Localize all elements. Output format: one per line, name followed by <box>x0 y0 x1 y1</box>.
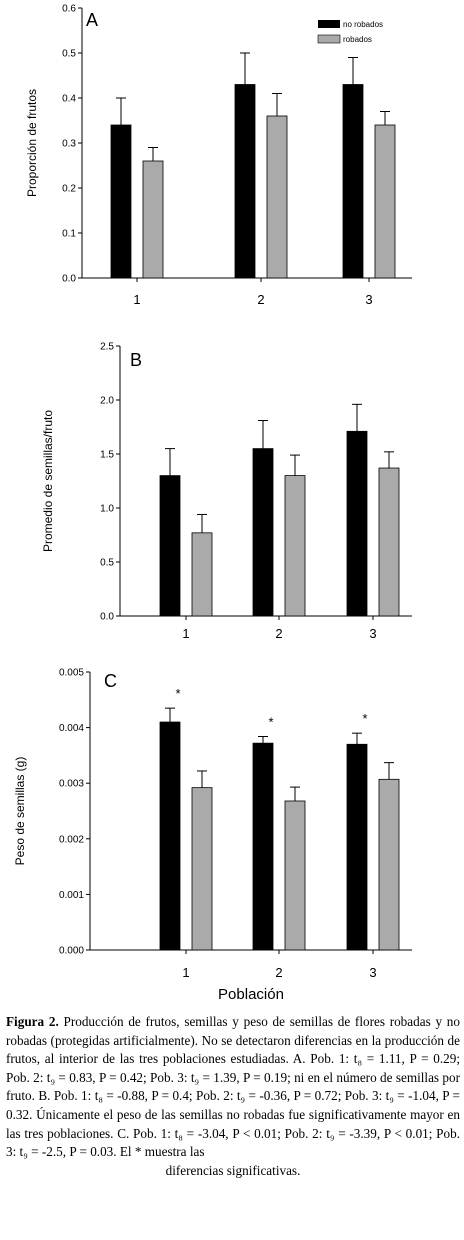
y-axis-label: Proporción de frutos <box>25 89 39 197</box>
bar-robados <box>266 115 288 279</box>
significance-star: * <box>362 711 367 726</box>
caption-figure-label: Figura 2. <box>6 1014 59 1029</box>
significance-star: * <box>175 686 180 701</box>
x-tick-label: 2 <box>257 292 264 307</box>
bar-robados <box>191 787 213 951</box>
y-tick-label: 0.003 <box>59 779 84 790</box>
caption-text: Producción de frutos, semillas y peso de… <box>6 1014 460 1160</box>
bar-no-robados <box>159 721 181 951</box>
x-tick-label: 2 <box>275 965 282 980</box>
x-tick-label: 1 <box>182 626 189 641</box>
x-tick-label: 3 <box>369 626 376 641</box>
y-tick-label: 0.3 <box>62 139 76 150</box>
y-tick-label: 0.004 <box>59 723 84 734</box>
chart-panel-A: 0.0 0.1 0.2 0.3 0.4 0.5 0.6 Proporción de fruto… <box>25 4 412 307</box>
legend-label-no-robados: no robados <box>343 20 383 29</box>
y-axis-label: Peso de semillas (g) <box>13 757 27 866</box>
bar-robados <box>142 160 164 279</box>
bar-no-robados <box>234 84 256 279</box>
bar-robados <box>378 467 400 617</box>
y-tick-label: 1.0 <box>100 504 114 515</box>
x-tick-label: 3 <box>365 292 372 307</box>
figure-caption: Figura 2. Producción de frutos, semillas… <box>6 1013 460 1180</box>
y-tick-label: 0.0 <box>62 274 76 285</box>
y-axis-label: Promedio de semillas/fruto <box>41 410 55 552</box>
y-tick-label: 1.5 <box>100 450 114 461</box>
bar-no-robados <box>110 124 132 279</box>
y-tick-label: 0.001 <box>59 890 84 901</box>
bar-robados <box>378 778 400 951</box>
x-tick-label: 1 <box>182 965 189 980</box>
bar-no-robados <box>346 430 368 617</box>
y-tick-label: 0.1 <box>62 229 76 240</box>
y-tick-label: 0.005 <box>59 668 84 679</box>
y-tick-label: 0.2 <box>62 184 76 195</box>
x-axis-label: Población <box>218 986 284 1003</box>
y-tick-label: 0.4 <box>62 94 76 105</box>
legend-swatch-no-robados <box>318 20 340 28</box>
x-tick-label: 1 <box>133 292 140 307</box>
bar-no-robados <box>346 743 368 951</box>
y-tick-label: 2.5 <box>100 342 114 353</box>
y-tick-label: 0.6 <box>62 4 76 15</box>
legend-label-robados: robados <box>343 35 372 44</box>
bar-robados <box>284 475 306 617</box>
y-tick-label: 0.5 <box>62 49 76 60</box>
y-tick-label: 0.0 <box>100 612 114 623</box>
y-tick-label: 0.5 <box>100 558 114 569</box>
bar-robados <box>374 124 396 279</box>
panel-letter: A <box>86 10 98 30</box>
bar-robados <box>191 532 213 617</box>
x-tick-label: 3 <box>369 965 376 980</box>
panel-letter: C <box>104 671 117 691</box>
y-tick-label: 0.002 <box>59 834 84 845</box>
bar-no-robados <box>342 84 364 279</box>
panel-letter: B <box>130 350 142 370</box>
significance-star: * <box>268 714 273 729</box>
bar-no-robados <box>252 448 274 617</box>
chart-panel-B: 0.0 0.5 1.0 1.5 2.0 2.5 Promedio de semillas/f… <box>41 342 412 641</box>
bar-no-robados <box>252 742 274 951</box>
bar-no-robados <box>159 475 181 617</box>
y-tick-label: 0.000 <box>59 946 84 957</box>
legend-swatch-robados <box>317 34 341 44</box>
caption-last-line: diferencias significativas. <box>165 1162 301 1178</box>
x-tick-label: 2 <box>275 626 282 641</box>
bar-robados <box>284 800 306 951</box>
y-tick-label: 2.0 <box>100 396 114 407</box>
chart-panel-C: 0.000 0.001 0.002 0.003 0.004 0.005 Peso de se… <box>13 668 412 980</box>
figure-panels: 0.0 0.1 0.2 0.3 0.4 0.5 0.6 Proporción de fruto… <box>13 4 412 1003</box>
